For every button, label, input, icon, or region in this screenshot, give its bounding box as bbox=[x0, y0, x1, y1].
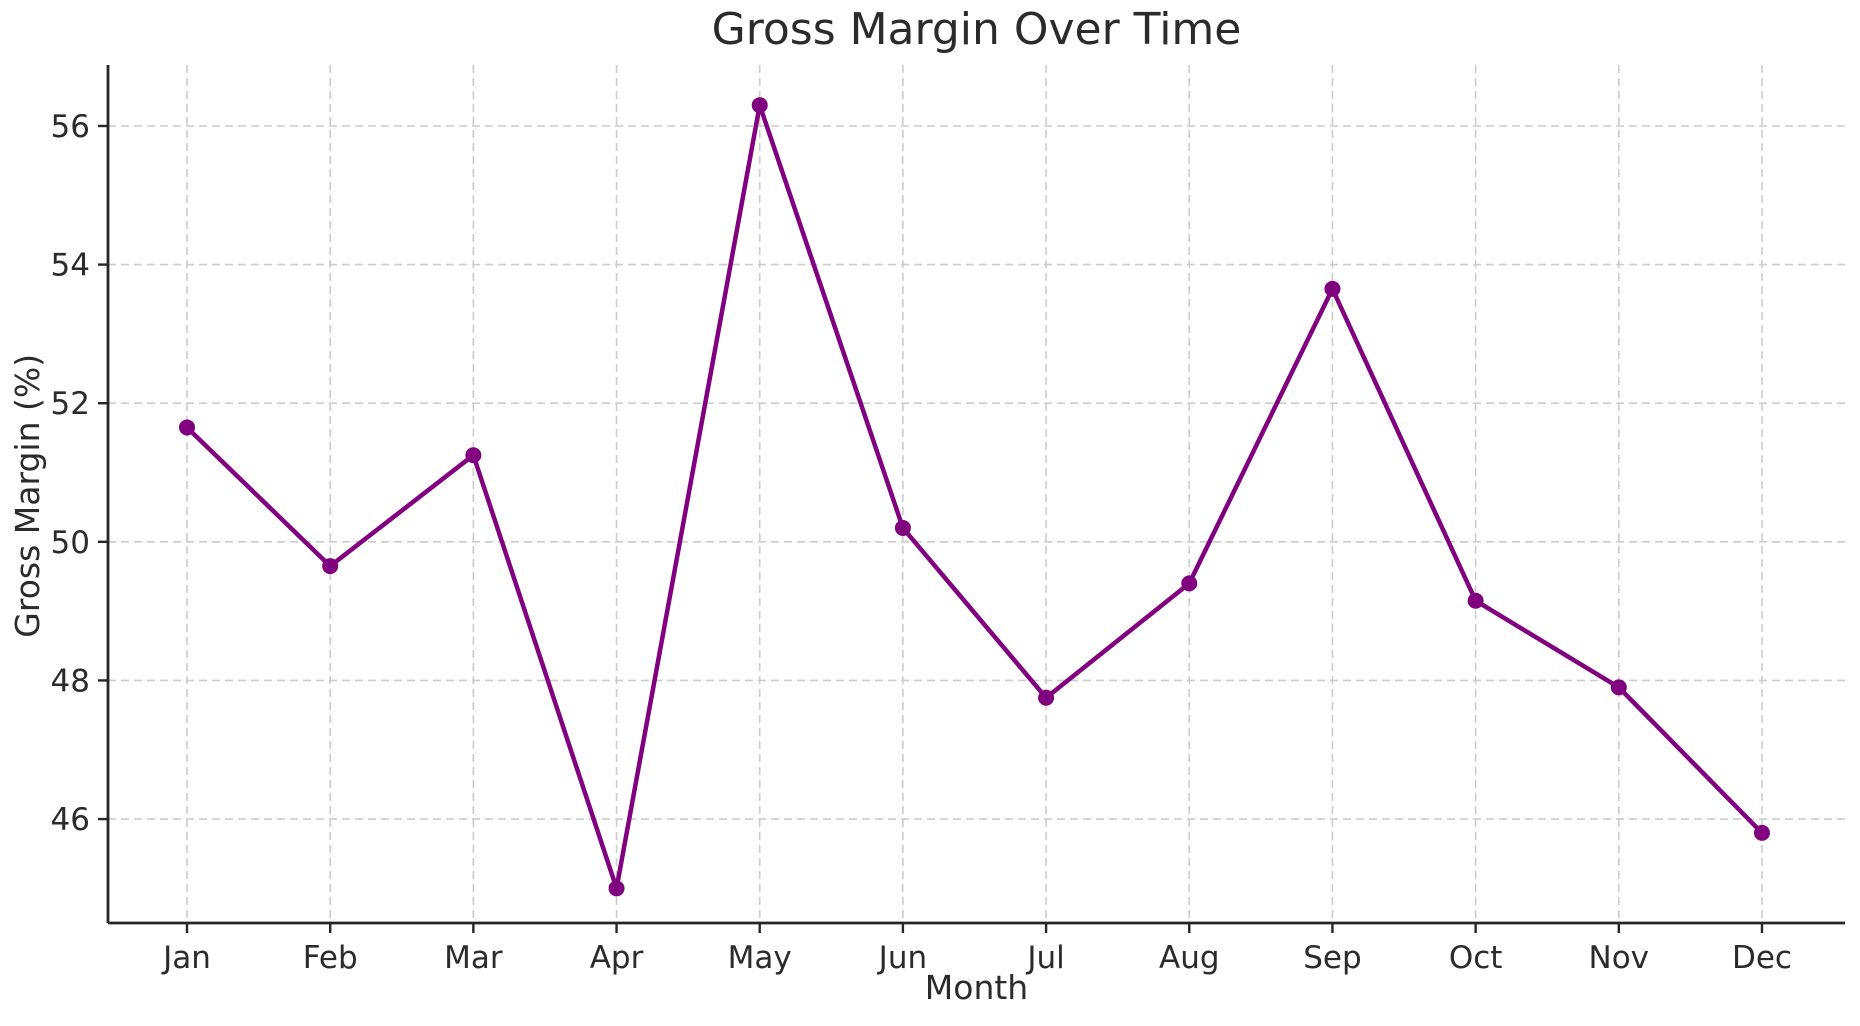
data-point-feb bbox=[322, 558, 339, 575]
data-point-aug bbox=[1181, 575, 1198, 592]
x-tick-label: Jun bbox=[877, 940, 927, 976]
x-tick-label: Nov bbox=[1589, 940, 1650, 976]
data-point-mar bbox=[465, 447, 482, 464]
data-point-oct bbox=[1467, 592, 1484, 609]
x-tick-label: Jul bbox=[1025, 940, 1064, 976]
x-tick-label: Apr bbox=[590, 940, 644, 976]
x-tick-label: May bbox=[728, 940, 792, 976]
y-tick-label: 56 bbox=[51, 109, 90, 145]
data-point-jul bbox=[1038, 689, 1055, 706]
y-tick-label: 50 bbox=[51, 525, 90, 561]
chart-title: Gross Margin Over Time bbox=[711, 4, 1242, 55]
y-tick-label: 46 bbox=[51, 802, 90, 838]
x-tick-label: Jan bbox=[161, 940, 211, 976]
data-point-may bbox=[751, 97, 768, 114]
data-point-sep bbox=[1324, 280, 1341, 297]
x-tick-label: Feb bbox=[303, 940, 358, 976]
y-tick-label: 52 bbox=[51, 386, 90, 422]
x-tick-label: Aug bbox=[1159, 940, 1220, 976]
data-line bbox=[184, 102, 1765, 891]
x-tick-label: Oct bbox=[1449, 940, 1503, 976]
x-tick-label: Dec bbox=[1732, 940, 1792, 976]
data-point-nov bbox=[1610, 679, 1627, 696]
y-tick-label: 54 bbox=[51, 248, 90, 284]
x-tick-label: Sep bbox=[1303, 940, 1361, 976]
data-point-dec bbox=[1753, 824, 1770, 841]
data-point-jan bbox=[179, 419, 195, 436]
data-point-jun bbox=[894, 519, 911, 536]
data-point-apr bbox=[608, 880, 625, 897]
y-tick-label: 48 bbox=[51, 663, 90, 699]
x-axis-title: Month bbox=[924, 968, 1029, 1007]
x-tick-label: Mar bbox=[444, 940, 503, 976]
